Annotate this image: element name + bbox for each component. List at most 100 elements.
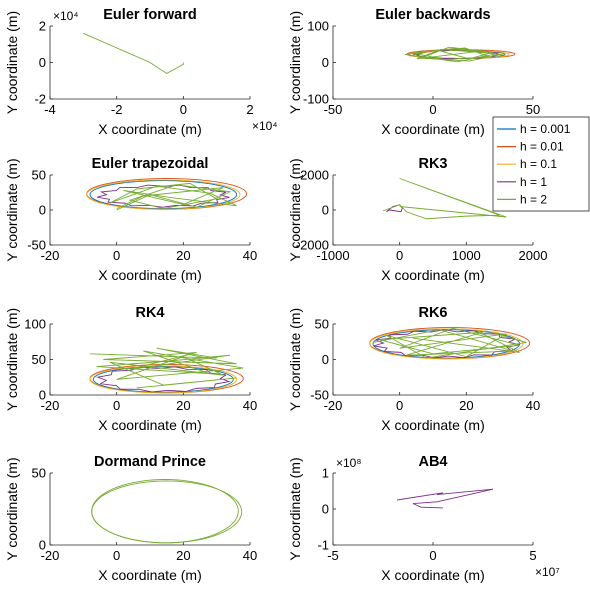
series-group <box>382 178 507 220</box>
x-tick-label: 0 <box>113 248 120 263</box>
series-line-1 <box>92 366 234 393</box>
x-tick-label: 50 <box>526 102 540 117</box>
series-line-5 <box>372 327 527 359</box>
series-line-3 <box>86 179 241 210</box>
x-tick-label: -4 <box>44 102 56 117</box>
y-axis-label: Y coordinate (m) <box>287 457 303 560</box>
series-group <box>83 32 184 74</box>
y-tick-label: 0 <box>322 502 329 517</box>
panel-8: -5 0 5 -1 0 1 ×10⁸ ×10⁷ AB4 X coordinate (m) Y coo… <box>287 454 560 583</box>
x-tick-label: 40 <box>243 548 257 563</box>
y-axis-label: Y coordinate (m) <box>287 11 303 114</box>
x-exponent: ×10⁷ <box>535 565 560 579</box>
y-tick-label: 0 <box>39 55 46 70</box>
y-axis-label: Y coordinate (m) <box>287 308 303 411</box>
y-axis-label: Y coordinate (m) <box>4 457 20 560</box>
x-tick-label: 0 <box>429 548 436 563</box>
y-tick-label: 50 <box>32 466 46 481</box>
series-line-1 <box>372 329 521 359</box>
x-tick-label: 0 <box>396 248 403 263</box>
x-axis-label: X coordinate (m) <box>98 267 201 283</box>
series-line-1 <box>386 204 403 213</box>
y-tick-label: 0 <box>322 203 329 218</box>
panel-4: -1000 0 1000 2000 -2000 0 2000 RK3 X coordinate … <box>287 156 547 283</box>
x-tick-label: 40 <box>243 248 257 263</box>
x-axis-label: X coordinate (m) <box>98 121 201 137</box>
x-axis-label: X coordinate (m) <box>381 567 484 583</box>
y-tick-label: 1 <box>322 466 329 481</box>
series-group <box>86 178 248 211</box>
legend-label: h = 0.1 <box>520 157 557 171</box>
y-tick-label: -50 <box>310 388 329 403</box>
x-tick-label: -20 <box>41 548 60 563</box>
series-line-1 <box>89 180 238 210</box>
series-group <box>89 347 244 394</box>
y-tick-label: 0 <box>39 538 46 553</box>
y-tick-label: 50 <box>32 168 46 183</box>
x-axis-label: X coordinate (m) <box>98 567 201 583</box>
x-tick-label: 2000 <box>519 248 548 263</box>
panel-title: Dormand Prince <box>94 454 206 470</box>
legend: h = 0.001 h = 0.01 h = 0.1 h = 1 h = 2 <box>492 116 590 212</box>
x-axis-label: X coordinate (m) <box>381 121 484 137</box>
y-exponent: ×10⁴ <box>53 9 79 23</box>
x-tick-label: 40 <box>243 398 257 413</box>
panel-title: RK6 <box>418 305 447 321</box>
panel-title: RK3 <box>418 156 447 172</box>
y-tick-label: 2 <box>39 19 46 34</box>
x-tick-label: 40 <box>526 398 540 413</box>
x-tick-label: -20 <box>324 398 343 413</box>
series-group <box>404 46 516 63</box>
series-line-5 <box>89 347 244 389</box>
y-axis-label: Y coordinate (m) <box>4 158 20 261</box>
x-tick-label: 0 <box>396 398 403 413</box>
y-tick-label: -50 <box>27 238 46 253</box>
series-line-1 <box>396 488 494 509</box>
panel-title: Euler backwards <box>375 7 490 23</box>
x-axis-label: X coordinate (m) <box>381 417 484 433</box>
x-tick-label: 0 <box>113 548 120 563</box>
y-axis-label: Y coordinate (m) <box>287 158 303 261</box>
series-group <box>91 479 243 544</box>
series-line-2 <box>382 178 507 220</box>
panel-title: Euler forward <box>103 7 196 23</box>
y-tick-label: 0 <box>322 352 329 367</box>
series-line-5 <box>404 46 506 63</box>
x-tick-label: -20 <box>41 398 60 413</box>
y-tick-label: -100 <box>303 92 329 107</box>
x-tick-label: 20 <box>176 548 190 563</box>
legend-label: h = 0.01 <box>520 140 564 154</box>
y-tick-label: -2 <box>34 92 46 107</box>
panel-2: -50 0 50 -100 0 100 Euler backwards X coordinat… <box>287 7 540 137</box>
legend-label: h = 0.001 <box>520 122 571 136</box>
y-tick-label: 100 <box>307 19 329 34</box>
x-tick-label: 20 <box>176 398 190 413</box>
x-tick-label: 0 <box>113 398 120 413</box>
y-tick-label: 2000 <box>300 168 329 183</box>
x-axis-label: X coordinate (m) <box>98 417 201 433</box>
y-tick-label: 0 <box>322 55 329 70</box>
y-tick-label: 50 <box>32 352 46 367</box>
panel-title: Euler trapezoidal <box>92 156 209 172</box>
series-line-3 <box>369 328 524 360</box>
y-axis-label: Y coordinate (m) <box>4 308 20 411</box>
y-tick-label: 50 <box>315 317 329 332</box>
y-tick-label: 0 <box>39 203 46 218</box>
x-axis-label: X coordinate (m) <box>381 267 484 283</box>
y-tick-label: -1 <box>317 538 329 553</box>
x-tick-label: -1000 <box>316 248 349 263</box>
series-line-3 <box>89 365 238 394</box>
series-group <box>396 488 494 509</box>
x-tick-label: 0 <box>429 102 436 117</box>
series-line-2 <box>91 480 243 544</box>
y-exponent: ×10⁸ <box>336 456 361 470</box>
panel-title: AB4 <box>418 454 447 470</box>
x-tick-label: -20 <box>41 248 60 263</box>
y-tick-label: 100 <box>24 317 46 332</box>
x-tick-label: 0 <box>180 102 187 117</box>
legend-label: h = 1 <box>520 175 547 189</box>
x-exponent: ×10⁴ <box>252 119 278 133</box>
